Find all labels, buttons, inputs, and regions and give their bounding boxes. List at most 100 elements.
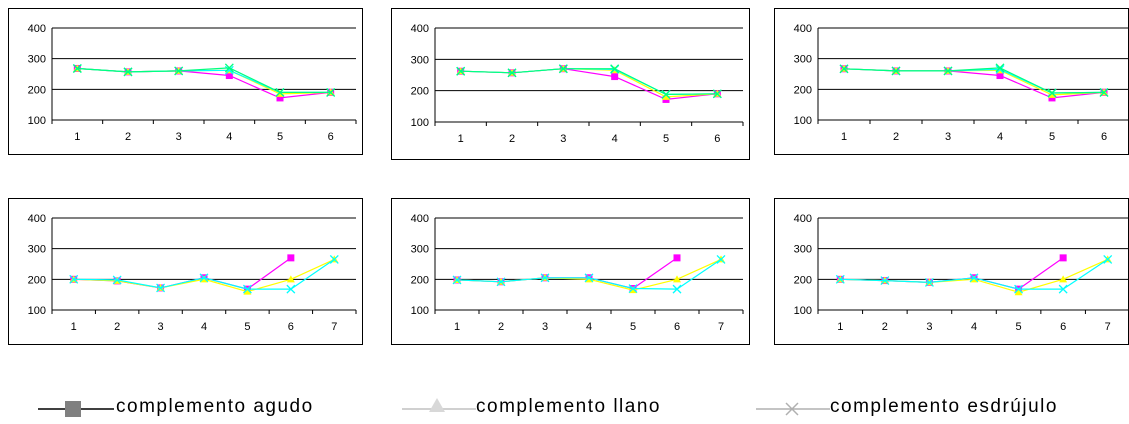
legend-item-agudo: complemento agudo (36, 392, 356, 422)
data-point-x-stroke (112, 275, 122, 285)
x-tick-label: 4 (586, 321, 592, 333)
data-point-x-stroke (1099, 87, 1109, 97)
data-point-x-stroke (716, 254, 726, 264)
y-tick-label: 100 (411, 117, 429, 129)
legend-item-llano: complemento llano (400, 392, 740, 422)
x-tick-label: 6 (714, 133, 720, 145)
data-point-x-stroke (661, 89, 671, 99)
x-tick-label: 1 (74, 131, 80, 143)
data-point-x-stroke (123, 67, 133, 77)
data-point-x-stroke (496, 277, 506, 287)
chart-panel-5: 100 200 300 400 1 2 3 4 5 6 7 (391, 198, 750, 345)
x-tick-label: 4 (997, 131, 1003, 143)
chart-panel-4: 100 200 300 400 1 2 3 4 5 6 7 (8, 198, 363, 345)
data-point-x-stroke (224, 65, 234, 75)
data-point-x (891, 66, 901, 76)
legend-swatch-square-icon (38, 401, 114, 417)
data-point-x (224, 63, 234, 73)
data-point-x-stroke (456, 66, 466, 76)
data-point-x-stroke (839, 64, 849, 74)
series-line-1 (843, 68, 1105, 99)
data-point-x (72, 64, 82, 73)
y-tick-label: 400 (28, 23, 46, 35)
data-point-x (326, 87, 336, 97)
data-point-x-stroke (1103, 254, 1113, 264)
data-point-x (835, 274, 845, 284)
chart-svg-1: 100 200 300 400 1 2 3 4 5 6 (28, 23, 357, 143)
x-tick-label: 6 (288, 321, 294, 333)
data-point-x (1103, 254, 1113, 264)
x-tick-label: 5 (1016, 321, 1022, 333)
x-tick-label: 1 (454, 321, 460, 333)
legend-swatch-triangle-icon (402, 398, 476, 412)
data-point-x (995, 64, 1005, 74)
data-point-x-stroke (69, 274, 79, 284)
data-point-x-stroke (558, 64, 568, 74)
x-tick-label: 3 (926, 321, 932, 333)
data-point-x-stroke (712, 89, 722, 99)
data-point-x (716, 254, 726, 264)
data-point-x-stroke (672, 284, 682, 294)
data-point-square (673, 254, 681, 262)
data-point-x-stroke (891, 66, 901, 76)
series-line-3 (73, 258, 335, 290)
legend-label-agudo: complemento agudo (116, 396, 314, 417)
data-point-square (287, 254, 295, 262)
data-point-x-stroke (275, 87, 285, 97)
data-point-x-stroke (72, 64, 82, 73)
x-tick-label: 3 (176, 131, 182, 143)
legend-item-esdrujulo: complemento esdrújulo (754, 392, 1124, 422)
x-tick-label: 6 (328, 131, 334, 143)
x-tick-label: 2 (893, 131, 899, 143)
data-point-triangle (1048, 90, 1056, 98)
x-tick-label: 1 (458, 133, 464, 145)
series-line-2 (77, 67, 331, 95)
data-point-x (112, 275, 122, 285)
chart-svg-6: 100 200 300 400 1 2 3 4 5 6 7 (794, 213, 1129, 333)
x-tick-label: 3 (560, 133, 566, 145)
chart-svg-2: 100 200 300 400 1 2 3 4 5 6 (411, 23, 744, 145)
series-line-3 (77, 67, 331, 94)
x-tick-label: 3 (542, 321, 548, 333)
data-point-square (276, 94, 284, 102)
data-point-x-stroke (329, 254, 339, 264)
legend-label-llano: complemento llano (476, 396, 661, 417)
x-tick-label: 4 (226, 131, 232, 143)
y-tick-label: 400 (411, 23, 429, 35)
x-tick-label: 1 (837, 321, 843, 333)
data-point-square (1059, 254, 1067, 262)
y-tick-label: 200 (28, 274, 46, 286)
data-point-x-stroke (174, 66, 184, 76)
data-point-x (661, 89, 671, 99)
data-point-x-stroke (242, 284, 252, 294)
data-point-x (496, 277, 506, 287)
data-point-square (225, 72, 233, 80)
data-point-x (1014, 284, 1024, 294)
y-tick-label: 100 (794, 115, 812, 127)
y-tick-label: 300 (28, 244, 46, 256)
x-tick-label: 3 (945, 131, 951, 143)
data-point-triangle (243, 287, 252, 295)
data-point-x-stroke (924, 277, 934, 287)
legend-swatch-x-icon (756, 402, 830, 416)
x-tick-label: 6 (1060, 321, 1066, 333)
x-tick-label: 1 (841, 131, 847, 143)
data-point-x (1058, 284, 1068, 294)
series-line-4 (77, 67, 331, 94)
data-point-x (199, 273, 209, 283)
legend: complemento agudo complemento llano comp… (0, 392, 1129, 422)
x-tick-label: 5 (244, 321, 250, 333)
x-tick-label: 3 (158, 321, 164, 333)
y-tick-label: 200 (28, 84, 46, 96)
series-line-1 (840, 257, 1064, 290)
chart-panel-6: 100 200 300 400 1 2 3 4 5 6 7 (774, 198, 1129, 345)
data-point-x-stroke (1014, 284, 1024, 294)
y-tick-label: 100 (28, 305, 46, 317)
x-tick-label: 7 (1105, 321, 1111, 333)
data-point-x (156, 283, 166, 293)
data-point-x (558, 64, 568, 74)
data-point-x-stroke (880, 276, 890, 286)
data-point-triangle (673, 275, 681, 283)
data-point-x (123, 67, 133, 77)
y-tick-label: 100 (411, 305, 429, 317)
